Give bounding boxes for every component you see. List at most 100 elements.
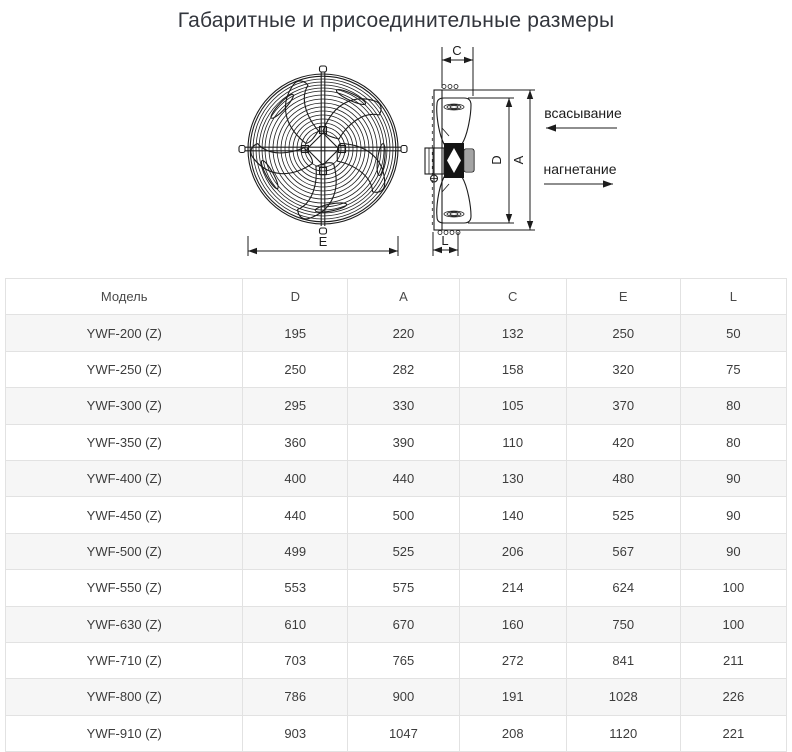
dimension-cell-c: 130 — [458, 459, 567, 498]
column-header-c: C — [458, 277, 567, 316]
page-header: Габаритные и присоединительные размеры — [0, 0, 792, 42]
dimension-cell-c: 208 — [458, 714, 567, 752]
dimension-cell-d: 610 — [242, 605, 349, 643]
mounting-struts — [238, 65, 408, 235]
column-header-model: Модель — [4, 277, 244, 316]
table-row: YWF-250 (Z) 250 282 158 320 75 — [4, 350, 788, 389]
dimension-cell-l: 221 — [679, 714, 788, 752]
dimension-cell-d: 499 — [242, 532, 349, 571]
dimension-cell-e: 750 — [565, 605, 681, 643]
dimension-cell-e: 525 — [565, 496, 681, 534]
dimension-cell-d: 360 — [242, 423, 349, 461]
dimension-cell-a: 670 — [347, 605, 460, 643]
column-header-l: L — [679, 277, 788, 316]
model-cell: YWF-350 (Z) — [4, 423, 244, 461]
table-row: YWF-400 (Z) 400 440 130 480 90 — [4, 459, 788, 498]
dimension-cell-l: 90 — [679, 459, 788, 498]
discharge-label: нагнетание — [543, 161, 616, 177]
dimension-label-e: E — [319, 234, 328, 249]
dimension-cell-c: 105 — [458, 387, 567, 425]
dimension-cell-e: 841 — [565, 641, 681, 680]
dimension-label-d: D — [489, 155, 504, 164]
model-cell: YWF-800 (Z) — [4, 678, 244, 716]
model-cell: YWF-250 (Z) — [4, 350, 244, 389]
dimension-d: D — [468, 97, 514, 224]
dimension-cell-a: 500 — [347, 496, 460, 534]
dimension-cell-l: 211 — [679, 641, 788, 680]
dimension-cell-a: 575 — [347, 569, 460, 607]
table-row: YWF-450 (Z) 440 500 140 525 90 — [4, 496, 788, 534]
table-row: YWF-800 (Z) 786 900 191 1028 226 — [4, 678, 788, 716]
dimension-label-a: A — [511, 155, 526, 164]
discharge-arrow: нагнетание — [543, 161, 617, 188]
table-row: YWF-910 (Z) 903 1047 208 1120 221 — [4, 714, 788, 752]
table-header-row: Модель D A C E L — [4, 277, 788, 316]
dimension-cell-e: 480 — [565, 459, 681, 498]
dimension-cell-e: 420 — [565, 423, 681, 461]
dimension-e: E — [247, 234, 399, 256]
dimension-cell-a: 765 — [347, 641, 460, 680]
dimension-cell-d: 440 — [242, 496, 349, 534]
dimension-cell-d: 195 — [242, 314, 349, 352]
model-cell: YWF-450 (Z) — [4, 496, 244, 534]
dimension-cell-l: 50 — [679, 314, 788, 352]
table-row: YWF-500 (Z) 499 525 206 567 90 — [4, 532, 788, 571]
dimension-cell-c: 110 — [458, 423, 567, 461]
model-cell: YWF-200 (Z) — [4, 314, 244, 352]
model-cell: YWF-710 (Z) — [4, 641, 244, 680]
dimension-cell-c: 160 — [458, 605, 567, 643]
dimension-cell-e: 624 — [565, 569, 681, 607]
dimension-cell-d: 295 — [242, 387, 349, 425]
dimension-cell-c: 132 — [458, 314, 567, 352]
dimension-cell-d: 553 — [242, 569, 349, 607]
dimension-cell-c: 158 — [458, 350, 567, 389]
model-cell: YWF-500 (Z) — [4, 532, 244, 571]
dimension-cell-e: 320 — [565, 350, 681, 389]
dimension-cell-e: 567 — [565, 532, 681, 571]
dimension-cell-a: 525 — [347, 532, 460, 571]
model-cell: YWF-550 (Z) — [4, 569, 244, 607]
column-header-d: D — [242, 277, 349, 316]
table-row: YWF-630 (Z) 610 670 160 750 100 — [4, 605, 788, 643]
motor — [424, 147, 445, 183]
dimension-cell-c: 191 — [458, 678, 567, 716]
dimension-cell-l: 75 — [679, 350, 788, 389]
impeller-side — [436, 97, 475, 224]
dimension-cell-c: 214 — [458, 569, 567, 607]
fan-hub — [300, 125, 347, 176]
dimension-label-c: C — [452, 43, 461, 58]
dimension-label-l: L — [441, 233, 448, 248]
table-section: Модель D A C E L YWF-200 (Z) 195 220 132 250… — [0, 277, 792, 752]
dimension-cell-e: 1120 — [565, 714, 681, 752]
dimension-cell-d: 400 — [242, 459, 349, 498]
column-header-e: E — [565, 277, 681, 316]
dimension-cell-d: 786 — [242, 678, 349, 716]
dimension-cell-d: 903 — [242, 714, 349, 752]
dimension-cell-a: 440 — [347, 459, 460, 498]
model-cell: YWF-400 (Z) — [4, 459, 244, 498]
dimension-cell-a: 330 — [347, 387, 460, 425]
fan-dimension-diagram: E — [0, 42, 792, 278]
dimension-cell-a: 1047 — [347, 714, 460, 752]
dimension-cell-e: 250 — [565, 314, 681, 352]
dimensions-table: Модель D A C E L YWF-200 (Z) 195 220 132 250… — [4, 277, 788, 752]
dimension-cell-d: 703 — [242, 641, 349, 680]
dimension-cell-l: 80 — [679, 423, 788, 461]
dimension-cell-l: 90 — [679, 532, 788, 571]
dimension-cell-c: 206 — [458, 532, 567, 571]
fan-side-view: C L D A — [424, 43, 535, 256]
page-title: Габаритные и присоединительные размеры — [177, 9, 615, 32]
model-cell: YWF-630 (Z) — [4, 605, 244, 643]
dimension-c: C — [441, 43, 474, 96]
dimension-cell-c: 140 — [458, 496, 567, 534]
table-row: YWF-350 (Z) 360 390 110 420 80 — [4, 423, 788, 461]
dimension-cell-l: 100 — [679, 605, 788, 643]
dimension-cell-l: 226 — [679, 678, 788, 716]
dimension-cell-a: 282 — [347, 350, 460, 389]
fan-front-view: E — [238, 65, 408, 256]
dimension-a: A — [442, 89, 535, 231]
dimension-cell-l: 90 — [679, 496, 788, 534]
table-body: YWF-200 (Z) 195 220 132 250 50 YWF-250 (Z) 250 2… — [4, 314, 788, 752]
table-row: YWF-710 (Z) 703 765 272 841 211 — [4, 641, 788, 680]
dimension-cell-e: 370 — [565, 387, 681, 425]
